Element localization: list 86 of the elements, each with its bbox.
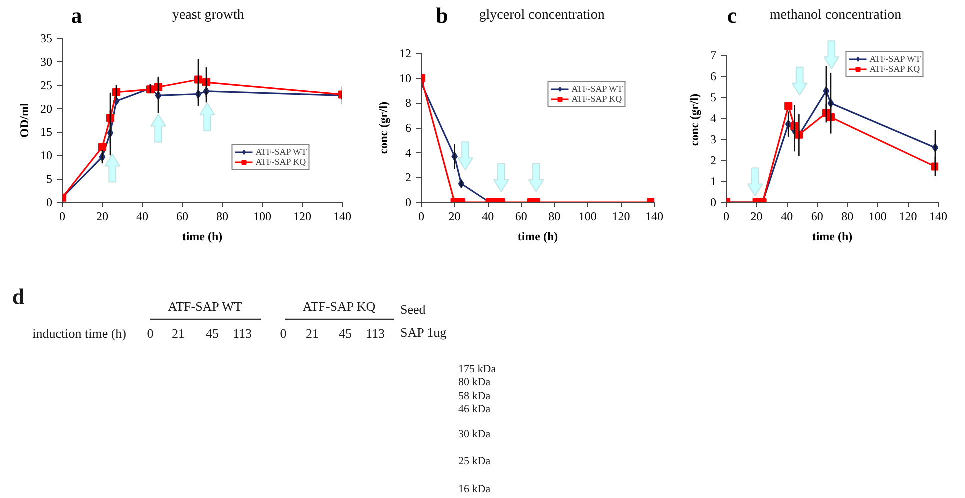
y-tick-label: 35 bbox=[40, 32, 52, 46]
text: ATF-SAP KQ bbox=[302, 299, 376, 314]
legend-label: ATF-SAP KQ bbox=[256, 157, 306, 167]
legend-label: ATF-SAP KQ bbox=[870, 64, 920, 74]
x-tick-label: 100 bbox=[868, 210, 887, 224]
x-axis-title: time (h) bbox=[518, 230, 558, 244]
text: 16 kDa bbox=[458, 484, 491, 496]
x-tick-label: 120 bbox=[899, 210, 918, 224]
x-tick-label: 60 bbox=[176, 210, 188, 224]
x-tick-label: 20 bbox=[96, 210, 108, 224]
y-tick-label: 10 bbox=[400, 71, 412, 86]
y-tick-label: 2 bbox=[406, 170, 412, 185]
x-tick-label: 40 bbox=[781, 210, 794, 224]
x-tick-label: 40 bbox=[482, 210, 494, 224]
y-tick-label: 15 bbox=[40, 125, 52, 140]
x-tick-label: 0 bbox=[418, 210, 424, 224]
y-tick-label: 3 bbox=[710, 132, 716, 146]
legend-label: ATF-SAP WT bbox=[572, 84, 623, 94]
x-tick-label: 20 bbox=[750, 210, 763, 224]
y-tick-label: 0 bbox=[46, 196, 52, 210]
x-tick-label: 60 bbox=[811, 210, 824, 224]
y-tick-label: 12 bbox=[400, 46, 412, 60]
legend-label: ATF-SAP KQ bbox=[572, 94, 622, 104]
text: 45 bbox=[339, 326, 352, 341]
text: b bbox=[436, 3, 448, 28]
y-tick-label: 4 bbox=[406, 146, 412, 160]
x-axis-title: time (h) bbox=[812, 230, 853, 244]
y-tick-label: 5 bbox=[710, 90, 716, 104]
text: 58 kDa bbox=[458, 390, 491, 402]
text: 30 kDa bbox=[458, 428, 491, 440]
y-tick-label: 25 bbox=[40, 78, 52, 92]
x-tick-label: 140 bbox=[930, 210, 948, 224]
x-tick-label: 120 bbox=[612, 210, 630, 224]
text: 0 bbox=[147, 326, 154, 341]
text: 175 kDa bbox=[458, 364, 496, 376]
y-axis-title: OD/ml bbox=[18, 102, 32, 138]
chart-title: yeast growth bbox=[172, 8, 244, 23]
y-axis-title: conc (gr/l) bbox=[688, 94, 702, 146]
y-tick-label: 20 bbox=[40, 102, 52, 116]
x-tick-label: 60 bbox=[515, 210, 528, 224]
text: SAP 1ug bbox=[400, 325, 448, 340]
y-axis-title: conc (gr/l) bbox=[376, 102, 390, 154]
text: 113 bbox=[232, 326, 252, 341]
y-tick-label: 5 bbox=[46, 172, 52, 186]
y-tick-label: 6 bbox=[406, 121, 412, 135]
y-tick-label: 1 bbox=[710, 174, 716, 188]
y-tick-label: 10 bbox=[40, 148, 52, 163]
text: 21 bbox=[172, 326, 185, 341]
text: 0 bbox=[280, 326, 287, 341]
text: 25 kDa bbox=[458, 456, 491, 468]
x-tick-label: 100 bbox=[254, 210, 272, 224]
x-tick-label: 0 bbox=[60, 210, 66, 224]
x-tick-label: 80 bbox=[842, 210, 854, 224]
text: 80 kDa bbox=[458, 376, 491, 388]
text: 45 bbox=[206, 326, 219, 341]
x-tick-label: 140 bbox=[646, 210, 664, 224]
text: d bbox=[12, 284, 25, 309]
x-axis-title: time (h) bbox=[182, 230, 223, 244]
x-tick-label: 140 bbox=[334, 210, 352, 224]
y-tick-label: 4 bbox=[710, 112, 716, 126]
x-tick-label: 40 bbox=[136, 210, 148, 224]
x-tick-label: 20 bbox=[448, 210, 461, 224]
text: Seed bbox=[400, 302, 426, 317]
y-tick-label: 0 bbox=[406, 196, 412, 210]
y-tick-label: 0 bbox=[710, 196, 716, 210]
text: 21 bbox=[306, 326, 319, 341]
x-tick-label: 100 bbox=[578, 210, 597, 224]
chart-title: glycerol concentration bbox=[479, 8, 605, 23]
x-tick-label: 120 bbox=[294, 210, 312, 224]
text: c bbox=[727, 3, 738, 28]
x-tick-label: 80 bbox=[548, 210, 561, 224]
chart-title: methanol concentration bbox=[770, 8, 902, 23]
y-tick-label: 30 bbox=[40, 54, 52, 69]
x-tick-label: 80 bbox=[216, 210, 228, 224]
y-tick-label: 2 bbox=[710, 154, 716, 168]
y-tick-label: 8 bbox=[406, 96, 412, 110]
text: 46 kDa bbox=[458, 404, 491, 416]
text: a bbox=[71, 3, 82, 28]
text: 113 bbox=[366, 326, 386, 341]
x-tick-label: 0 bbox=[724, 210, 730, 224]
y-tick-label: 6 bbox=[710, 70, 716, 84]
text: induction time (h) bbox=[32, 326, 127, 341]
legend-label: ATF-SAP WT bbox=[870, 54, 921, 64]
y-tick-label: 7 bbox=[710, 48, 716, 62]
legend-label: ATF-SAP WT bbox=[256, 147, 307, 157]
text: ATF-SAP WT bbox=[168, 299, 242, 314]
